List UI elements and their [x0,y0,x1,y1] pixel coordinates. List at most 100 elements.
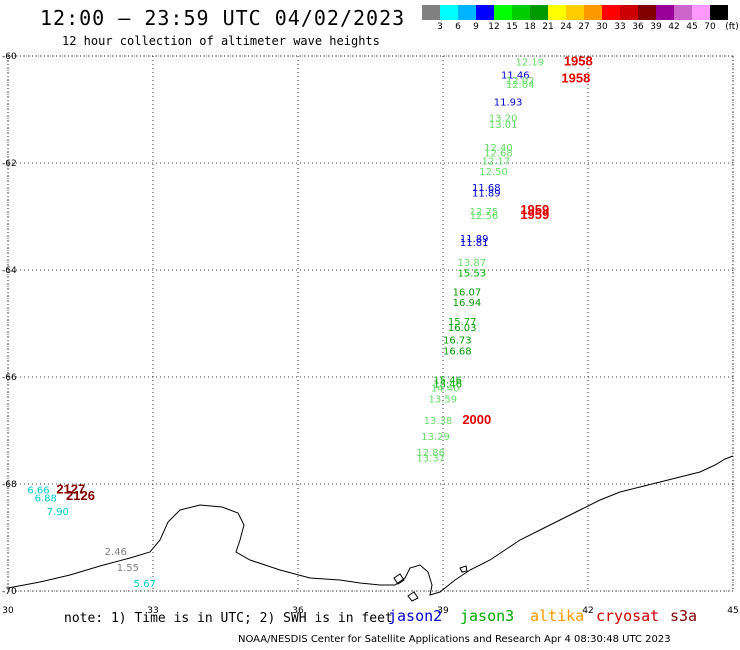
coastline-islet [393,573,405,585]
wave-height-label: 12.68 [484,148,513,159]
scale-label: 3 [437,22,443,32]
scale-swatch [692,5,710,20]
page-subtitle: 12 hour collection of altimeter wave hei… [62,34,380,48]
wave-height-label: 12.02 [506,76,535,87]
wave-height-label: 13.59 [429,394,458,405]
coastline [7,455,734,602]
wave-height-label: 11.89 [472,188,501,199]
page-title: 12:00 – 23:59 UTC 04/02/2023 [40,6,406,30]
wave-height-label: 16.73 [443,336,472,347]
wave-height-label: 15.53 [458,269,487,280]
legend-entry-cryosat: cryosat [596,607,660,625]
time-label: 1959 [520,202,549,217]
wave-height-label: 16.03 [448,323,477,334]
scale-swatch [620,5,638,20]
map-grid: 30 33 36 39 42 45 -60 -62 -64 -66 -68 -70 [2,52,739,616]
legend-entry-s3a: s3a [670,607,698,625]
antarctic-coastline [7,455,734,596]
coastline-islet [407,591,419,602]
units-note: note: 1) Time is in UTC; 2) SWH is in fe… [64,611,393,626]
scale-label: 9 [473,22,479,32]
longitude-tick-label: 36 [292,606,304,616]
scale-label: 36 [632,22,644,32]
scale-label: 30 [596,22,608,32]
time-label: 2000 [462,412,491,427]
wave-height-label: 15.77 [448,317,477,328]
latitude-tick-label: -66 [2,373,17,383]
wave-height-label: 11.89 [460,234,489,245]
wave-height-label: 11.93 [494,97,523,108]
scale-swatch [638,5,656,20]
scale-label: 18 [524,22,536,32]
scale-swatch [710,5,728,20]
wave-height-label: 13.29 [421,432,450,443]
time-label: 1958 [564,53,593,68]
scale-swatch [458,5,476,20]
wave-height-label: 7.90 [47,507,69,518]
scale-swatch [584,5,602,20]
scale-label: 45 [686,22,698,32]
legend-entry-jason3: jason3 [460,607,515,625]
time-label: 1958 [561,70,590,85]
wave-height-label: 15.46 [433,379,462,390]
wave-height-label: 12.50 [479,167,508,178]
wave-height-label: 12.19 [516,57,545,68]
latitude-tick-label: -70 [2,587,17,597]
wave-height-label: 16.07 [453,287,482,298]
coastline-islet [459,565,468,573]
wave-height-label: 5.67 [134,579,156,590]
longitude-tick-label: 33 [147,606,158,616]
wave-height-label: 13.87 [458,258,487,269]
wave-height-label: 12.75 [470,207,499,218]
scale-label: 6 [455,22,461,32]
scale-swatch [440,5,458,20]
wave-height-label: 13.38 [424,416,453,427]
legend-entry-jason2: jason2 [388,607,443,625]
wave-height-label: 13.20 [489,114,518,125]
wave-height-label: 12.40 [484,143,513,154]
wave-height-label: 16.94 [453,298,482,309]
wave-height-label: 15.46 [433,376,462,387]
scale-label: (ft) [725,22,739,32]
scale-label: 39 [650,22,662,32]
latitude-tick-label: -68 [2,480,17,490]
scale-swatch [656,5,674,20]
wave-height-label: 6.66 [27,485,49,496]
wave-height-label: 13.37 [416,453,445,464]
scale-swatch [512,5,530,20]
longitude-tick-label: 42 [582,606,593,616]
scale-label: 15 [506,22,518,32]
legend-entry-altika: altika [530,607,585,625]
scale-swatch [530,5,548,20]
wave-height-label: 11.81 [460,238,489,249]
wave-height-label: 12.86 [416,448,445,459]
time-label: 1959 [520,207,549,222]
wave-height-label: 6.88 [35,493,57,504]
footer-credit: NOAA/NESDIS Center for Satellite Applica… [238,634,671,645]
time-label: 2127 [56,481,85,496]
wave-height-label: 12.17 [482,156,511,167]
latitude-tick-label: -60 [2,52,17,62]
latitude-tick-label: -64 [2,266,17,276]
scale-swatch [476,5,494,20]
wave-height-label: 11.68 [472,183,501,194]
latitude-tick-label: -62 [2,159,17,169]
wave-height-label: 16.68 [443,346,472,357]
longitude-tick-label: 39 [437,606,449,616]
wave-height-label: 13.01 [489,120,518,131]
wave-height-label: 14.40 [431,384,460,395]
wave-height-label: 12.04 [506,80,535,91]
scale-swatch [422,5,440,20]
map-frame [7,55,734,592]
scale-label: 33 [614,22,626,32]
scale-label: 12 [488,22,500,32]
longitude-tick-label: 30 [2,606,14,616]
scale-label: 42 [668,22,680,32]
wave-height-color-scale [422,5,728,20]
scale-swatch [602,5,620,20]
scale-swatch [548,5,566,20]
scale-swatch [494,5,512,20]
wave-height-label: 12.56 [470,211,499,222]
